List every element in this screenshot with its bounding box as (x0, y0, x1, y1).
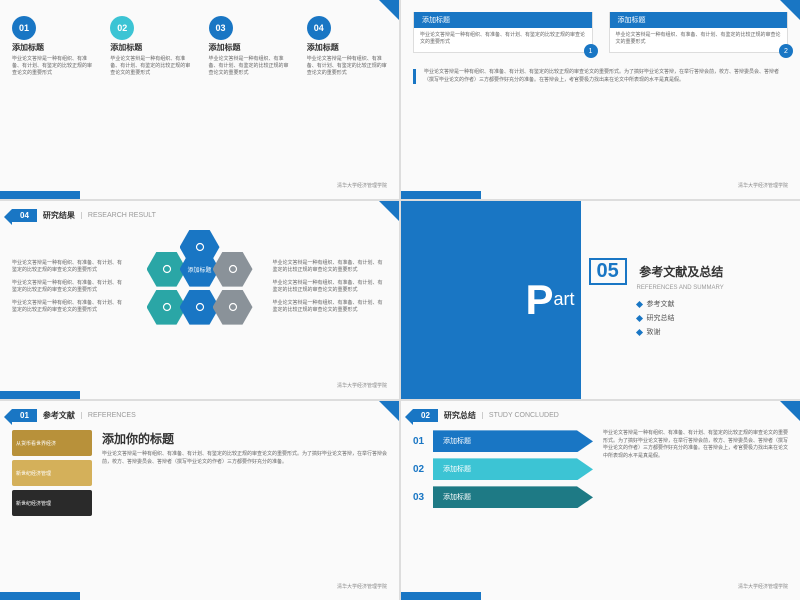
slide-5: 01 参考文献 REFERENCES 从货币看世界经济新世纪经济管理新世纪经济管… (0, 401, 399, 600)
s1-body: 毕业论文答辩是一种有组织、有准备、有计划、有鉴定的比较正规的审查论文的重要形式 (307, 56, 387, 77)
s1-num: 03 (209, 16, 233, 40)
section-title-en: RESEARCH RESULT (81, 212, 156, 219)
corner-decor (379, 401, 399, 421)
s1-num: 02 (110, 16, 134, 40)
s1-body: 毕业论文答辩是一种有组织、有准备、有计划、有鉴定的比较正规的审查论文的重要形式 (110, 56, 190, 77)
part-suffix: art (554, 289, 575, 310)
corner-decor (379, 0, 399, 20)
section-title-cn: 参考文献 (43, 410, 75, 421)
s5-text: 添加你的标题 毕业论文答辩是一种有组织、有准备、有计划、有鉴定的比较正规的审查论… (102, 430, 387, 466)
part-title: 参考文献及总结 (639, 263, 723, 280)
section-num: 02 (413, 409, 438, 422)
s5-heading: 添加你的标题 (102, 430, 387, 447)
s2-card-body: 毕业论文答辩是一种有组织、有准备、有计划、有鉴定的比较正规的审查论文的重要形式 (420, 32, 586, 46)
book-stack: 从货币看世界经济新世纪经济管理新世纪经济管理 (12, 430, 92, 516)
s1-body: 毕业论文答辩是一种有组织、有准备、有计划、有鉴定的比较正规的审查论文的重要形式 (209, 56, 289, 77)
part-num: 05 (589, 258, 627, 285)
s3-p: 毕业论文答辩是一种有组织、有准备、有计划、有鉴定的比较正规的审查论文的重要形式 (273, 300, 388, 314)
part-list-item: 参考文献 (637, 299, 800, 309)
s3-p: 毕业论文答辩是一种有组织、有准备、有计划、有鉴定的比较正规的审查论文的重要形式 (12, 300, 127, 314)
section-title-cn: 研究总结 (444, 410, 476, 421)
s3-left-text: 毕业论文答辩是一种有组织、有准备、有计划、有鉴定的比较正规的审查论文的重要形式 … (12, 260, 127, 320)
footer-text: 清华大学经济管理学院 (337, 382, 387, 389)
s3-p: 毕业论文答辩是一种有组织、有准备、有计划、有鉴定的比较正规的审查论文的重要形式 (12, 280, 127, 294)
hex-book-icon (213, 252, 253, 287)
s1-item: 01 添加标题 毕业论文答辩是一种有组织、有准备、有计划、有鉴定的比较正规的审查… (12, 16, 92, 77)
arrow-label: 添加标题 (433, 486, 593, 508)
s2-paragraph: 毕业论文答辩是一种有组织、有准备、有计划、有鉴定的比较正规的审查论文的重要形式。… (413, 69, 788, 84)
section-header: 04 研究结果 RESEARCH RESULT (12, 209, 387, 222)
s6-content: 01添加标题02添加标题03添加标题 毕业论文答辩是一种有组织、有准备、有计划、… (413, 430, 788, 514)
footer-text: 清华大学经济管理学院 (337, 583, 387, 590)
s2-cards: 添加标题 毕业论文答辩是一种有组织、有准备、有计划、有鉴定的比较正规的审查论文的… (413, 12, 788, 53)
arrow-row: 02添加标题 (413, 458, 593, 480)
section-title-en: STUDY CONCLUDED (482, 412, 559, 419)
corner-decor (379, 201, 399, 221)
arrow-label: 添加标题 (433, 458, 593, 480)
arrow-list: 01添加标题02添加标题03添加标题 (413, 430, 593, 514)
s3-p: 毕业论文答辩是一种有组织、有准备、有计划、有鉴定的比较正规的审查论文的重要形式 (12, 260, 127, 274)
footer-text: 清华大学经济管理学院 (738, 583, 788, 590)
s1-title: 添加标题 (12, 42, 92, 53)
s3-content: 毕业论文答辩是一种有组织、有准备、有计划、有鉴定的比较正规的审查论文的重要形式 … (12, 230, 387, 350)
footer-text: 清华大学经济管理学院 (738, 182, 788, 189)
s1-title: 添加标题 (110, 42, 190, 53)
s2-card: 添加标题 毕业论文答辩是一种有组织、有准备、有计划、有鉴定的比较正规的审查论文的… (413, 12, 593, 53)
slide-3: 04 研究结果 RESEARCH RESULT 毕业论文答辩是一种有组织、有准备… (0, 201, 399, 400)
part-list-item: 致谢 (637, 327, 800, 337)
part-list-item: 研究总结 (637, 313, 800, 323)
s2-card: 添加标题 毕业论文答辩是一种有组织、有准备、有计划、有鉴定的比较正规的审查论文的… (609, 12, 789, 53)
section-title-cn: 研究结果 (43, 210, 75, 221)
part-list: 参考文献 研究总结 致谢 (637, 299, 800, 337)
hex-cluster: 添加标题 (135, 230, 265, 350)
section-num: 04 (12, 209, 37, 222)
s2-card-title: 添加标题 (610, 12, 788, 28)
arrow-num: 02 (413, 464, 433, 475)
s1-item: 04 添加标题 毕业论文答辩是一种有组织、有准备、有计划、有鉴定的比较正规的审查… (307, 16, 387, 77)
book-item: 新世纪经济管理 (12, 460, 92, 486)
s1-items: 01 添加标题 毕业论文答辩是一种有组织、有准备、有计划、有鉴定的比较正规的审查… (12, 16, 387, 77)
s2-card-body: 毕业论文答辩是一种有组织、有准备、有计划、有鉴定的比较正规的审查论文的重要形式 (616, 32, 782, 46)
s1-num: 01 (12, 16, 36, 40)
s1-item: 03 添加标题 毕业论文答辩是一种有组织、有准备、有计划、有鉴定的比较正规的审查… (209, 16, 289, 77)
slide-2: 添加标题 毕业论文答辩是一种有组织、有准备、有计划、有鉴定的比较正规的审查论文的… (401, 0, 800, 199)
book-item: 从货币看世界经济 (12, 430, 92, 456)
s1-title: 添加标题 (209, 42, 289, 53)
part-subtitle: REFERENCES AND SUMMARY (637, 285, 800, 291)
hex-gear-icon (213, 290, 253, 325)
section-num: 01 (12, 409, 37, 422)
slide-1: 01 添加标题 毕业论文答辩是一种有组织、有准备、有计划、有鉴定的比较正规的审查… (0, 0, 399, 199)
s5-body-text: 毕业论文答辩是一种有组织、有准备、有计划、有鉴定的比较正规的审查论文的重要形式。… (102, 451, 387, 466)
s2-card-title: 添加标题 (414, 12, 592, 28)
arrow-label: 添加标题 (433, 430, 593, 452)
part-letter: P (526, 279, 554, 321)
slide-grid: 01 添加标题 毕业论文答辩是一种有组织、有准备、有计划、有鉴定的比较正规的审查… (0, 0, 800, 600)
s1-num: 04 (307, 16, 331, 40)
arrow-row: 01添加标题 (413, 430, 593, 452)
s4-left-block: P art (401, 201, 581, 400)
s6-body-text: 毕业论文答辩是一种有组织、有准备、有计划、有鉴定的比较正规的审查论文的重要形式。… (603, 430, 788, 514)
s5-content: 从货币看世界经济新世纪经济管理新世纪经济管理 添加你的标题 毕业论文答辩是一种有… (12, 430, 387, 516)
arrow-num: 03 (413, 492, 433, 503)
slide-4: P art 05 参考文献及总结 REFERENCES AND SUMMARY … (401, 201, 800, 400)
arrow-row: 03添加标题 (413, 486, 593, 508)
s1-body: 毕业论文答辩是一种有组织、有准备、有计划、有鉴定的比较正规的审查论文的重要形式 (12, 56, 92, 77)
s3-p: 毕业论文答辩是一种有组织、有准备、有计划、有鉴定的比较正规的审查论文的重要形式 (273, 280, 388, 294)
s1-item: 02 添加标题 毕业论文答辩是一种有组织、有准备、有计划、有鉴定的比较正规的审查… (110, 16, 190, 77)
s3-right-text: 毕业论文答辩是一种有组织、有准备、有计划、有鉴定的比较正规的审查论文的重要形式 … (273, 260, 388, 320)
corner-decor (780, 401, 800, 421)
slide-6: 02 研究总结 STUDY CONCLUDED 01添加标题02添加标题03添加… (401, 401, 800, 600)
section-header: 02 研究总结 STUDY CONCLUDED (413, 409, 788, 422)
section-title-en: REFERENCES (81, 412, 136, 419)
section-header: 01 参考文献 REFERENCES (12, 409, 387, 422)
s2-card-num: 1 (584, 44, 598, 58)
arrow-num: 01 (413, 436, 433, 447)
s4-right-block: 05 参考文献及总结 REFERENCES AND SUMMARY 参考文献 研… (581, 258, 800, 341)
book-item: 新世纪经济管理 (12, 490, 92, 516)
footer-text: 清华大学经济管理学院 (337, 182, 387, 189)
s1-title: 添加标题 (307, 42, 387, 53)
s2-card-num: 2 (779, 44, 793, 58)
s3-p: 毕业论文答辩是一种有组织、有准备、有计划、有鉴定的比较正规的审查论文的重要形式 (273, 260, 388, 274)
